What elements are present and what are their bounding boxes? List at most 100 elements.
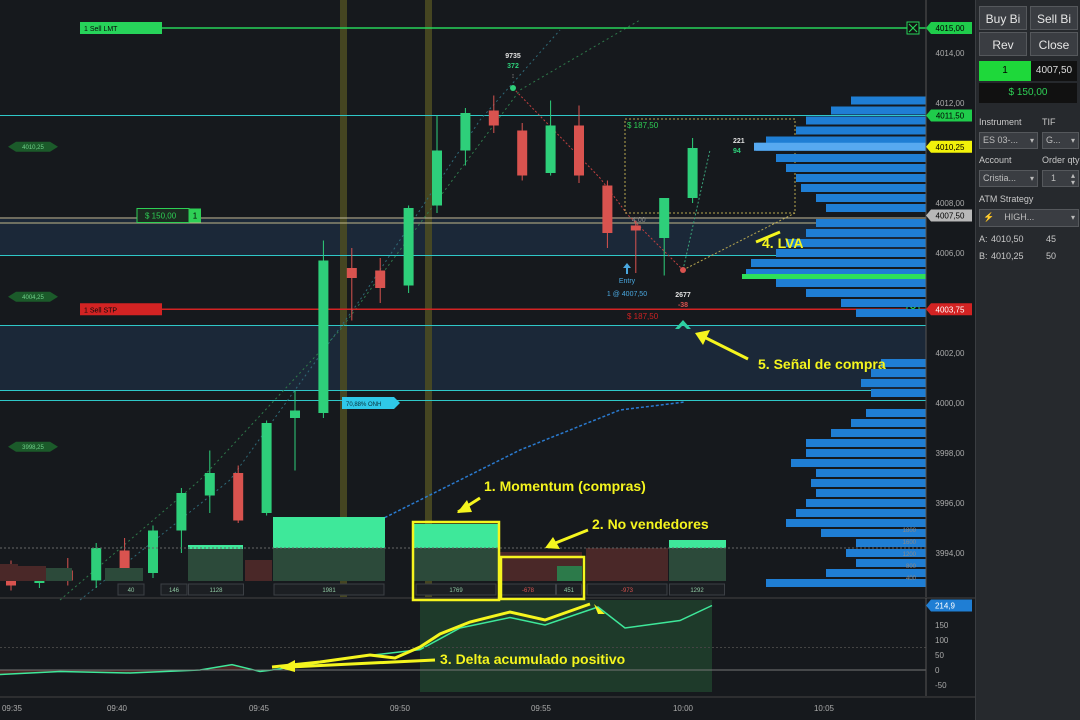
delta-histogram-bar	[188, 545, 243, 581]
candle-body	[290, 410, 300, 418]
entry-fill-label: 1 @ 4007,50	[607, 291, 647, 298]
candle-body	[375, 270, 386, 288]
delta-histogram-bar	[46, 568, 72, 581]
delta-bar-label: -678	[522, 588, 535, 594]
cumulative-delta-tick: 100	[935, 636, 949, 645]
candle-body	[432, 150, 442, 206]
price-tag-text: 4015,00	[936, 24, 965, 33]
delta-label-box	[273, 583, 385, 596]
delta-histogram-bar	[245, 560, 272, 581]
candle-body	[488, 110, 499, 126]
price-chart[interactable]: $ 187,50 $ 187,50 1 Sell LMT 1 Sell STP $ 15…	[0, 0, 975, 720]
atm-strategy-select[interactable]: ⚡ HIGH... ▾	[979, 209, 1079, 227]
price-tag	[926, 209, 972, 222]
price-axis-tick: 3994,00	[936, 549, 965, 558]
price-tag-text: 4010,25	[936, 143, 965, 152]
last-volume-label: 221	[733, 138, 745, 145]
candle-body	[91, 548, 102, 581]
time-axis-tick: 10:05	[814, 704, 835, 713]
candle-body	[346, 268, 357, 278]
annotation-cumulative-delta: 3. Delta acumulado positivo	[440, 651, 625, 667]
volume-profile-bar	[766, 579, 926, 587]
delta-label-box	[160, 583, 188, 596]
price-axis-tick: 3996,00	[936, 499, 965, 508]
chevron-down-icon: ▾	[1070, 213, 1075, 222]
vwap-line	[339, 401, 686, 541]
buy-bid-button[interactable]: Buy Bi	[979, 6, 1027, 30]
volume-profile-bar	[816, 469, 926, 477]
chart-area[interactable]: $ 187,50 $ 187,50 1 Sell LMT 1 Sell STP $ 15…	[0, 0, 975, 720]
target-line	[682, 212, 796, 271]
tif-select[interactable]: G... ▾	[1042, 132, 1079, 149]
delta-bar-label: 1769	[449, 588, 463, 594]
order-line-label: 1 Sell STP	[84, 307, 117, 314]
volume-profile-bar	[776, 154, 926, 162]
cumulative-delta-tick: 0	[935, 666, 940, 675]
cumulative-delta-tick: 50	[935, 651, 944, 660]
low-volume-label: 2677	[675, 292, 691, 299]
reverse-button[interactable]: Rev	[979, 32, 1027, 56]
volume-profile-bar	[786, 519, 926, 527]
arrow-head-icon	[594, 604, 605, 614]
candle-body	[545, 125, 556, 173]
onh-tag	[342, 397, 400, 409]
swing-high-dot	[510, 85, 516, 91]
entry-arrow-icon	[623, 263, 631, 274]
volume-profile-bar	[776, 249, 926, 257]
delta-histogram-bar	[557, 566, 582, 581]
sell-bid-button[interactable]: Sell Bi	[1030, 6, 1078, 30]
instrument-select[interactable]: ES 03-... ▾	[979, 132, 1038, 149]
delta-histogram-cap	[669, 540, 726, 548]
momentum-highlight-box	[411, 520, 501, 602]
tif-value: G...	[1046, 135, 1061, 145]
tif-label: TIF	[1042, 117, 1056, 127]
left-level-tag	[8, 441, 58, 452]
buy-signal-icon	[675, 320, 691, 329]
close-button[interactable]: Close	[1030, 32, 1078, 56]
cumulative-delta-area	[420, 600, 712, 692]
instrument-value: ES 03-...	[983, 135, 1019, 145]
annotation-lva: 4. LVA	[762, 235, 804, 251]
annotation-arrow	[755, 230, 781, 244]
candle-body	[233, 473, 244, 521]
time-axis-tick: 09:40	[107, 704, 128, 713]
volume-profile-bar	[806, 116, 926, 125]
volume-profile-bar	[851, 96, 926, 105]
candle-body	[460, 113, 471, 151]
chevron-down-icon: ▾	[1029, 136, 1034, 145]
volume-profile-bar	[776, 279, 926, 287]
delta-histogram-peak	[413, 524, 498, 548]
chevron-down-icon: ▾	[1029, 174, 1034, 183]
volume-profile-bar	[806, 449, 926, 457]
position-qty-text: 1	[193, 212, 198, 221]
last-delta-label: 94	[733, 148, 741, 155]
volume-profile-bar	[871, 369, 926, 377]
volume-poc-bar	[754, 142, 926, 151]
price-tag	[926, 140, 972, 153]
price-tag	[926, 109, 972, 122]
delta-bar-label: 40	[128, 588, 135, 594]
candle-body	[403, 208, 414, 286]
candle-body	[517, 130, 528, 176]
order-qty-stepper[interactable]: 1 ▴ ▾	[1042, 170, 1079, 187]
atm-strategy-label: ATM Strategy	[979, 194, 1034, 204]
volume-profile-bar	[831, 106, 926, 115]
stepper-arrows-icon[interactable]: ▴ ▾	[1070, 171, 1075, 187]
arrow-head-icon	[545, 537, 560, 549]
account-select[interactable]: Cristia... ▾	[979, 170, 1038, 187]
price-axis-tick: 4000,00	[936, 399, 965, 408]
instrument-label: Instrument	[979, 117, 1022, 127]
volume-profile-bar	[796, 174, 926, 182]
volume-profile-bar	[881, 359, 926, 367]
highlight-column	[340, 0, 347, 597]
price-tag-text: 4003,75	[936, 305, 965, 314]
candle-body	[176, 493, 187, 531]
candle-body	[574, 125, 584, 176]
volume-profile-bar	[811, 479, 926, 487]
volume-profile-bar	[806, 499, 926, 507]
delta-label-box	[586, 583, 668, 596]
chart-trader-panel: Buy Bi Sell Bi Rev Close 1 4007,50 $ 150…	[975, 0, 1080, 720]
time-axis-tick: 09:50	[390, 704, 411, 713]
position-pnl-text: $ 150,00	[145, 212, 177, 221]
lva-marker	[742, 274, 926, 279]
